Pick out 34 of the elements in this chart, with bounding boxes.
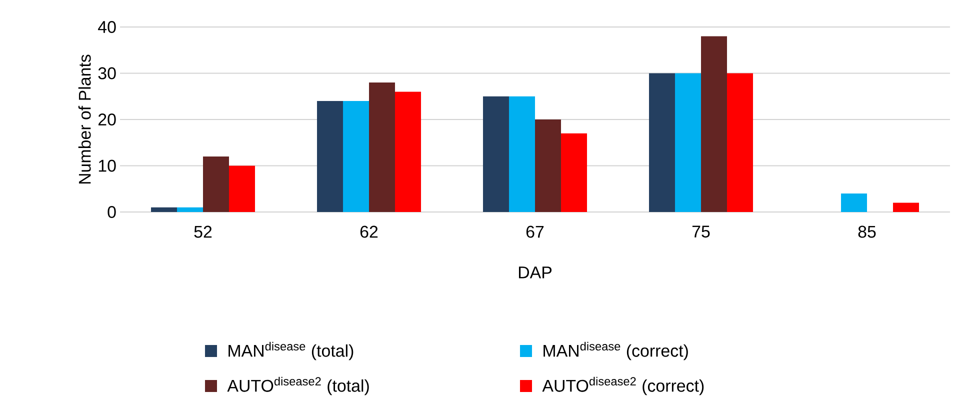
bar (177, 207, 203, 212)
y-tick-label: 30 (98, 67, 116, 80)
bar (841, 194, 868, 212)
x-axis-title: DAP (518, 266, 552, 278)
y-tick-label: 40 (98, 21, 116, 33)
bar (893, 202, 920, 212)
x-tick-label: 85 (858, 226, 876, 238)
legend-label: MAN$^{disease}$ (correct) (544, 342, 688, 360)
x-tick-label: 52 (194, 226, 212, 238)
bar (483, 96, 510, 212)
bar (317, 101, 343, 212)
bar (151, 207, 177, 212)
bar (649, 73, 676, 212)
bar (535, 120, 562, 212)
y-tick-label: 20 (98, 114, 116, 126)
bar (369, 82, 395, 212)
bar (561, 133, 588, 212)
legend-label: AUTO$^{disease2}$ (correct) (542, 376, 704, 396)
x-tick-label: 75 (692, 226, 710, 238)
bar (229, 166, 255, 212)
bar (701, 36, 728, 212)
bar (509, 96, 536, 212)
bar (727, 73, 754, 212)
x-tick-label: 62 (360, 226, 378, 238)
bar (343, 101, 369, 212)
legend-label: AUTO$^{disease2}$ (total) (227, 376, 369, 396)
bar (203, 156, 229, 212)
bar (675, 73, 702, 212)
y-tick-label: 0 (108, 206, 116, 218)
legend-label: MAN$^{disease}$ (total) (228, 342, 354, 360)
y-tick-label: 10 (98, 160, 116, 172)
bar (395, 92, 422, 212)
x-tick-label: 67 (526, 226, 544, 238)
y-axis-title: Number of Plants (78, 54, 91, 184)
